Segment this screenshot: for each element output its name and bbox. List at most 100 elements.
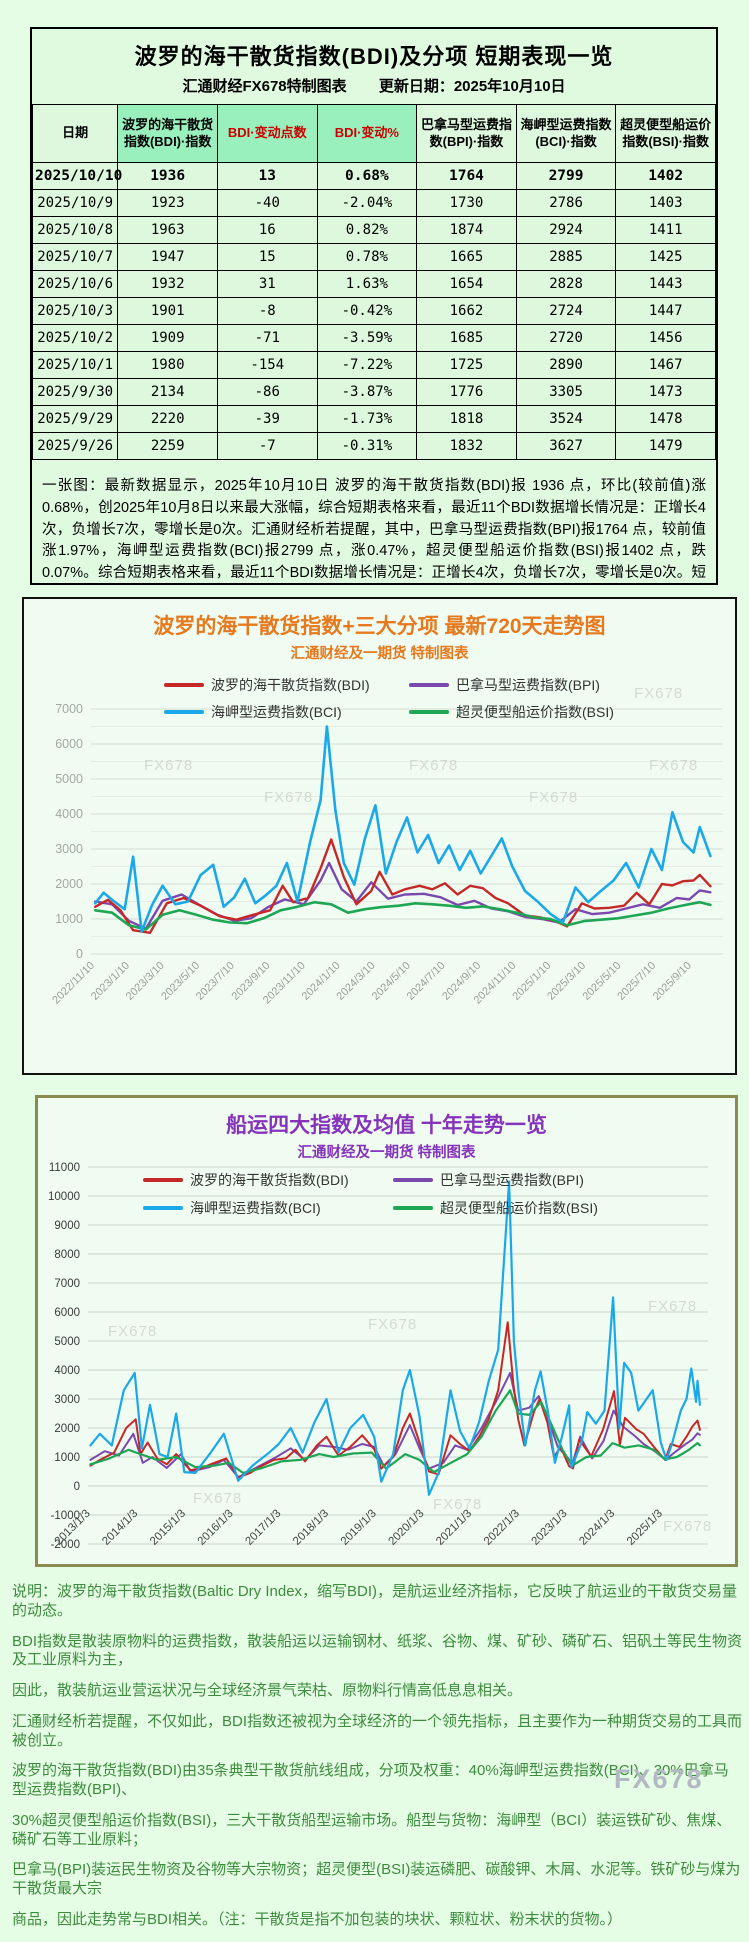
table-cell: 2025/10/8 [32, 216, 119, 244]
table-cell: 1980 [117, 351, 218, 379]
table-cell: -154 [216, 351, 318, 379]
table-subtitle: 汇通财经FX678特制图表 更新日期：2025年10月10日 [32, 75, 716, 96]
svg-text:6000: 6000 [55, 737, 83, 751]
svg-text:7000: 7000 [54, 1278, 80, 1290]
svg-text:2023/1/3: 2023/1/3 [530, 1508, 570, 1548]
column-header: 超灵便型船运价指数(BSI)·指数 [615, 104, 716, 163]
table-row: 2025/10/8 1963 16 0.82% 1874 2924 1411 [32, 216, 716, 244]
table-cell: 0.82% [316, 216, 418, 244]
chart-720d-title: 波罗的海干散货指数+三大分项 最新720天走势图 [153, 615, 606, 638]
chart-10y-subtitle: 汇通财经及一期货 特制图表 [297, 1145, 476, 1161]
bdi-line-swatch [143, 1177, 183, 1183]
table-cell: 3524 [515, 405, 617, 433]
svg-text:0: 0 [74, 1481, 80, 1493]
svg-text:2015/1/3: 2015/1/3 [148, 1508, 188, 1548]
table-cell: 1473 [615, 378, 716, 406]
footer-line: 商品，因此走势常与BDI相关。（注：干散货是指不加包装的块状、颗粒状、粉末状的货… [12, 1910, 623, 1928]
table-cell: 2828 [515, 270, 617, 298]
svg-text:6000: 6000 [54, 1307, 80, 1319]
legend-label: 巴拿马型运费指数(BPI) [456, 677, 600, 693]
table-header-row: 日期 波罗的海干散货指数(BDI)·指数 BDI·变动点数 BDI·变动% 巴拿马型运费… [32, 104, 716, 163]
table-cell: 2025/10/10 [32, 162, 122, 190]
svg-text:2019/1/3: 2019/1/3 [339, 1508, 379, 1548]
footer-line: 说明：波罗的海干散货指数(Baltic Dry Index，缩写BDI)，是航运… [12, 1583, 738, 1619]
table-cell: 2025/9/29 [32, 405, 119, 433]
table-cell: 2025/10/3 [32, 297, 119, 325]
svg-text:2022/11/10: 2022/11/10 [50, 960, 97, 1007]
legend-label: 波罗的海干散货指数(BDI) [211, 677, 370, 693]
footer-line: BDI指数是散装原物料的运费指数，散装船运以运输钢材、纸浆、谷物、煤、矿砂、磷矿… [12, 1632, 743, 1669]
bdi-summary-card: 波罗的海干散货指数(BDI)及分项 短期表现一览 汇通财经FX678特制图表 更… [30, 27, 718, 585]
footer-description: 说明：波罗的海干散货指数(Baltic Dry Index，缩写BDI)，是航运… [12, 1583, 742, 1942]
table-cell: 1403 [615, 189, 716, 217]
svg-text:1000: 1000 [55, 912, 83, 926]
bpi-line-swatch [393, 1177, 433, 1183]
svg-text:2016/1/3: 2016/1/3 [196, 1508, 236, 1548]
page-title: 波罗的海干散货指数(BDI)及分项 短期表现一览 [134, 44, 614, 69]
table-cell: 2025/10/1 [32, 351, 119, 379]
svg-text:2014/1/3: 2014/1/3 [100, 1508, 140, 1548]
legend-item-bsi: 超灵便型船运价指数(BSI) [409, 702, 614, 722]
table-cell: -0.31% [316, 432, 418, 460]
fx678-watermark: FX678 [614, 1764, 704, 1794]
bpi-line-swatch [409, 682, 449, 688]
table-cell: 1.63% [316, 270, 418, 298]
table-cell: -8 [216, 297, 318, 325]
table-cell: 1456 [615, 324, 716, 352]
table-cell: 1874 [416, 216, 517, 244]
table-cell: 15 [216, 243, 318, 271]
table-cell: 1654 [416, 270, 517, 298]
svg-text:8000: 8000 [54, 1249, 80, 1261]
legend-item-bdi: 波罗的海干散货指数(BDI) [164, 675, 370, 695]
source-label: 汇通财经FX678特制图表 [182, 78, 347, 95]
table-cell: 1479 [615, 432, 716, 460]
table-cell: 2025/10/2 [32, 324, 119, 352]
table-cell: 0.78% [316, 243, 418, 271]
table-cell: 2786 [515, 189, 617, 217]
table-cell: 1402 [615, 162, 716, 190]
table-cell: 2220 [117, 405, 218, 433]
legend-item-bsi: 超灵便型船运价指数(BSI) [393, 1198, 598, 1218]
footer-line: 30%超灵便型船运价指数(BSI)，三大干散货船型运输市场。船型与货物：海岬型（… [12, 1811, 732, 1848]
table-cell: -3.87% [316, 378, 418, 406]
update-date-label: 更新日期：2025年10月10日 [378, 78, 566, 95]
footer-line: 波罗的海干散货指数(BDI)由35条典型干散货航线组成，分项及权重：40%海岬型… [12, 1762, 729, 1798]
svg-text:-1000: -1000 [51, 1510, 80, 1522]
legend-label: 超灵便型船运价指数(BSI) [456, 704, 614, 720]
table-cell: 1662 [416, 297, 517, 325]
svg-text:9000: 9000 [54, 1220, 80, 1232]
table-cell: 2259 [117, 432, 218, 460]
table-cell: 1776 [416, 378, 517, 406]
table-cell: 2025/10/6 [32, 270, 119, 298]
svg-text:5000: 5000 [55, 772, 83, 786]
legend-item-bpi: 巴拿马型运费指数(BPI) [393, 1170, 584, 1190]
table-row: 2025/10/7 1947 15 0.78% 1665 2885 1425 [32, 243, 716, 271]
table-cell: -0.42% [316, 297, 418, 325]
svg-text:2020/1/3: 2020/1/3 [386, 1508, 426, 1548]
table-cell: -39 [216, 405, 318, 433]
legend-label: 超灵便型船运价指数(BSI) [440, 1200, 598, 1216]
table-cell: 1901 [117, 297, 218, 325]
bsi-line-swatch [409, 709, 449, 715]
table-cell: 0.68% [316, 162, 418, 190]
table-cell: 1411 [615, 216, 716, 244]
footer-line: 巴拿马(BPI)装运民生物资及谷物等大宗物资；超灵便型(BSI)装运磷肥、碳酸钾… [12, 1861, 741, 1897]
table-cell: -7.22% [316, 351, 418, 379]
table-cell: 2890 [515, 351, 617, 379]
trend-chart-720d-svg: 0 1000 2000 3000 4000 5000 6000 7000 2022/11/10 2… [50, 702, 723, 1007]
svg-text:2000: 2000 [55, 877, 83, 891]
svg-text:2024/1/3: 2024/1/3 [577, 1508, 617, 1548]
table-cell: 1923 [117, 189, 218, 217]
column-header: BDI·变动点数 [216, 104, 318, 163]
table-cell: 1963 [117, 216, 218, 244]
table-row: 2025/10/2 1909 -71 -3.59% 1685 2720 1456 [32, 324, 716, 352]
table-cell: 2134 [117, 378, 218, 406]
table-row: 2025/9/29 2220 -39 -1.73% 1818 3524 1478 [32, 405, 716, 433]
table-row: 2025/10/6 1932 31 1.63% 1654 2828 1443 [32, 270, 716, 298]
svg-text:2025/9/10: 2025/9/10 [651, 960, 694, 1003]
svg-text:0: 0 [76, 947, 83, 961]
table-cell: 2025/10/9 [32, 189, 119, 217]
column-header: 波罗的海干散货指数(BDI)·指数 [117, 104, 218, 163]
table-cell: -2.04% [316, 189, 418, 217]
table-cell: -3.59% [316, 324, 418, 352]
